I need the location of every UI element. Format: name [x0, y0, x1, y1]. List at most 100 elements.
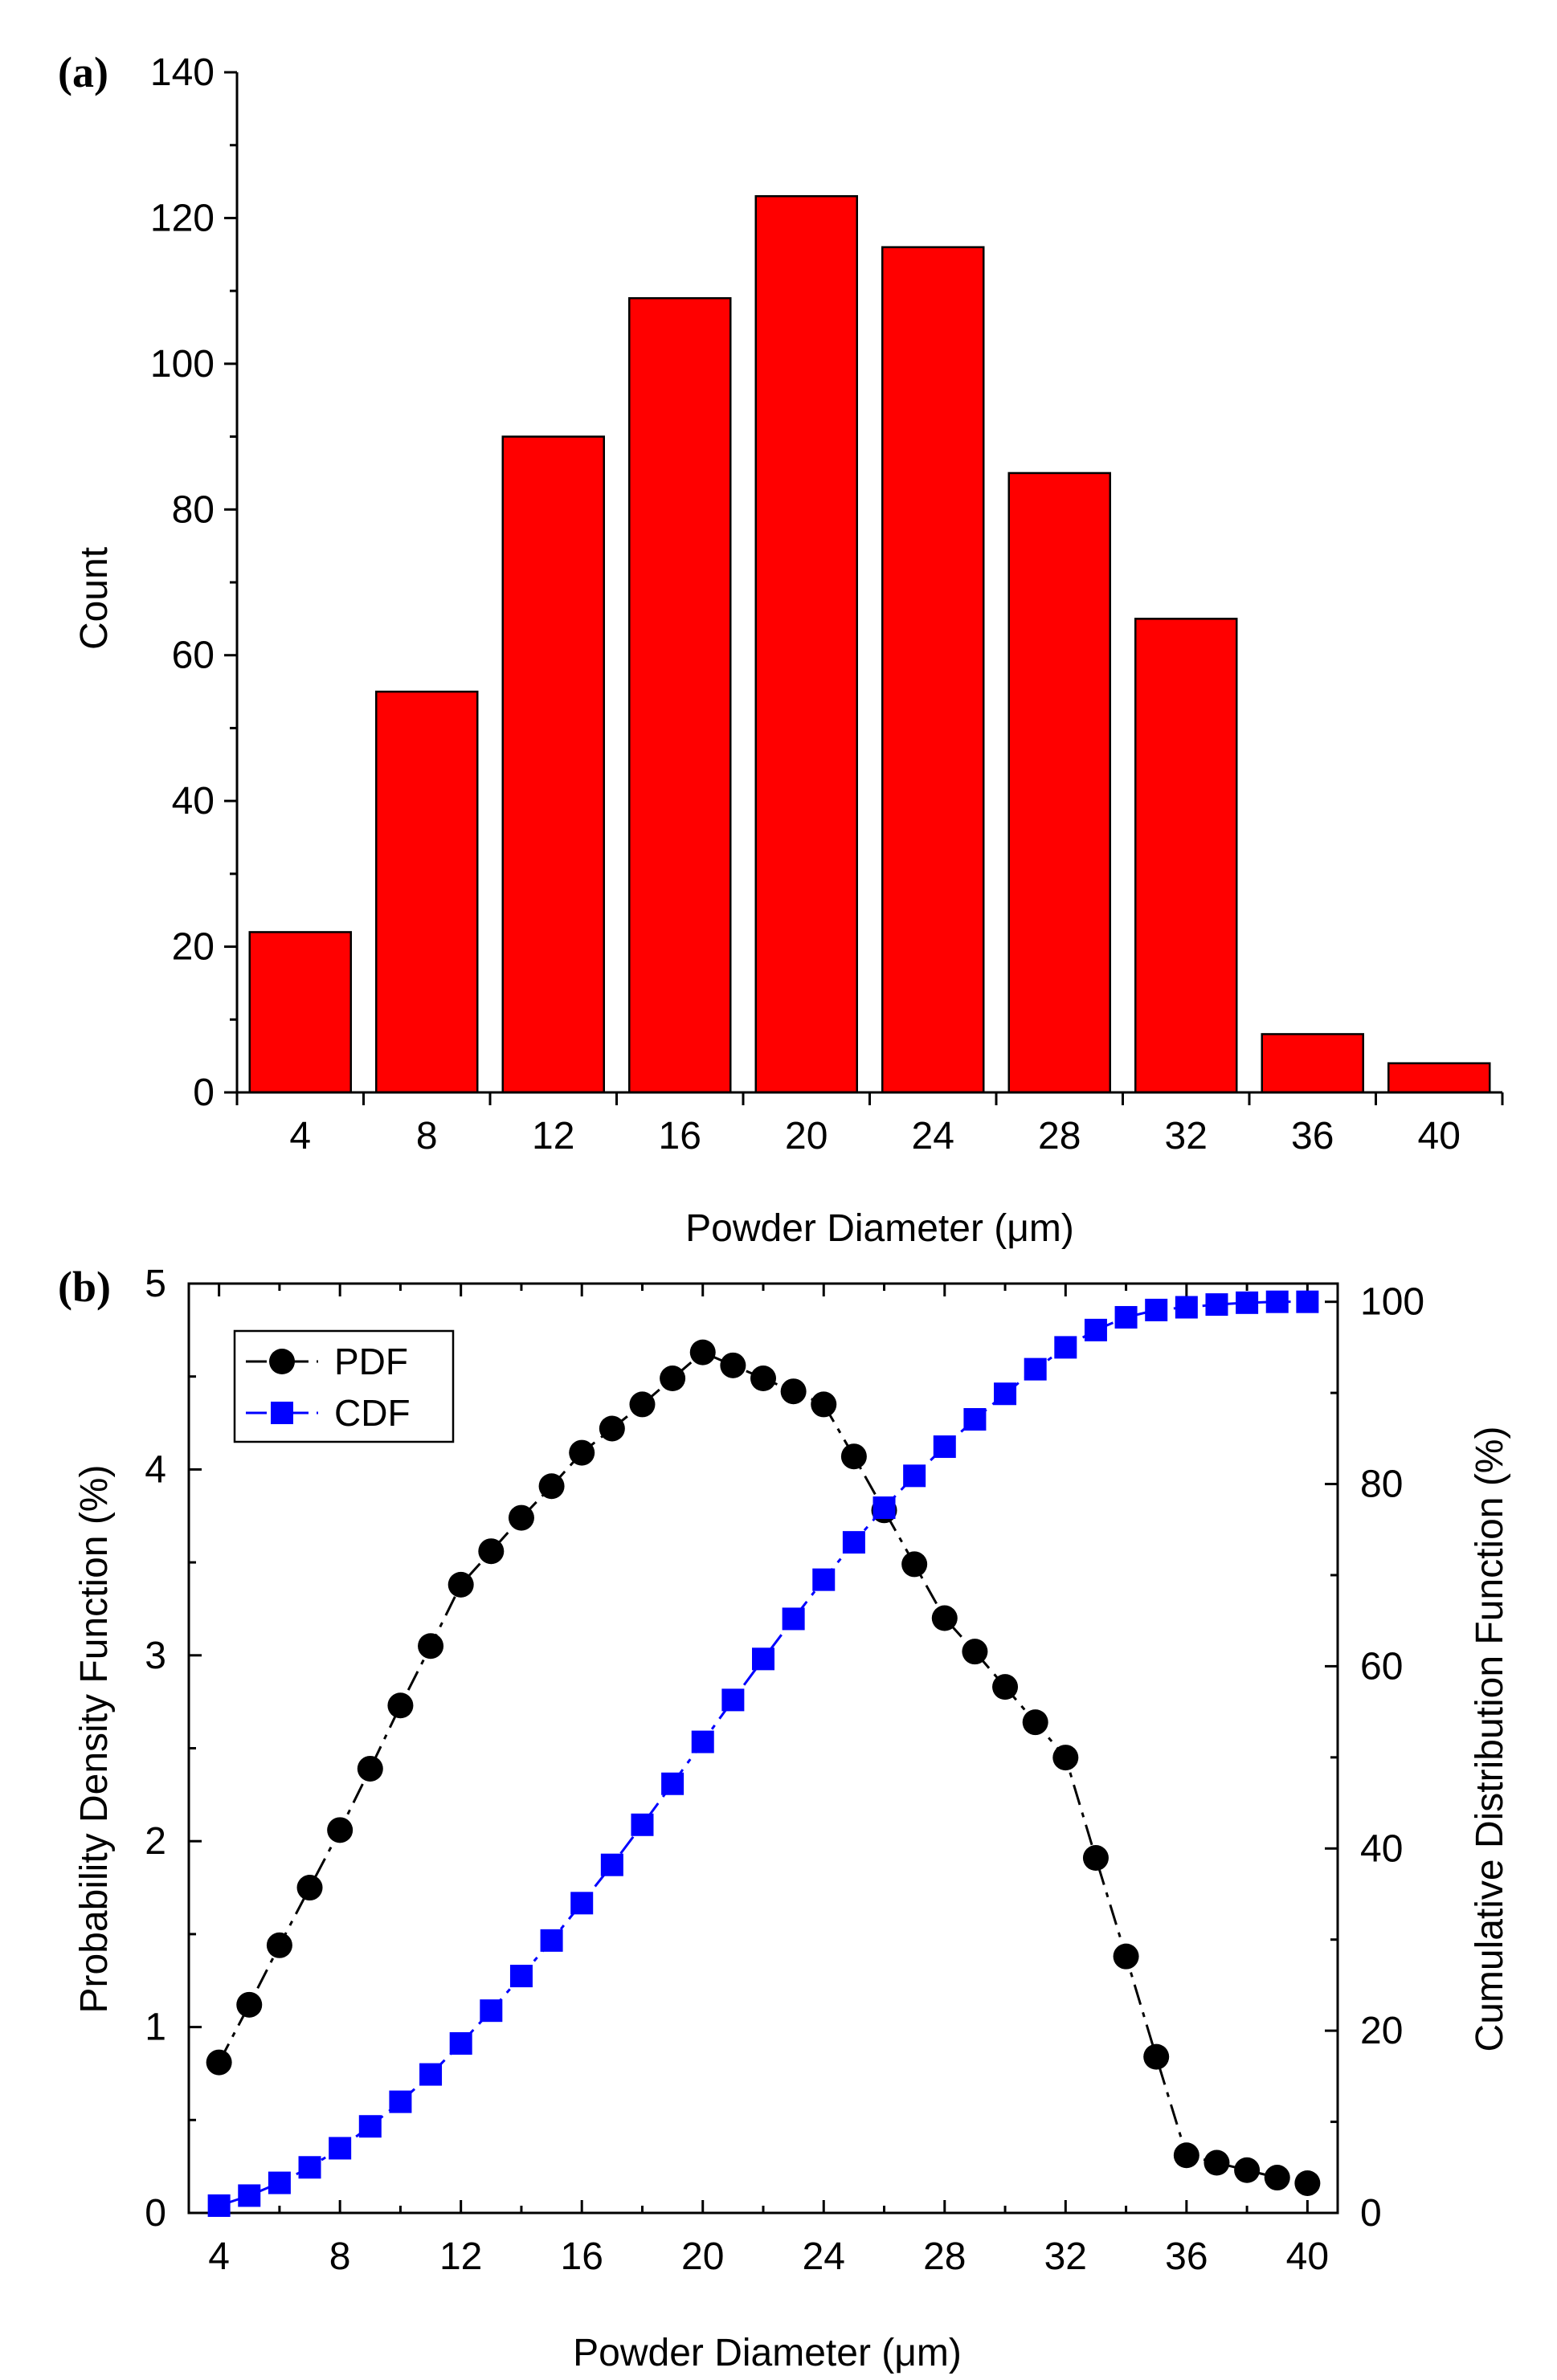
- cdf-point-25: [842, 1531, 865, 1554]
- b-left-tick-label-1: 1: [145, 2006, 166, 2049]
- b-left-tick-label-3: 3: [145, 1635, 166, 1677]
- cdf-point-8: [329, 2137, 352, 2160]
- pdf-point-15: [538, 1473, 565, 1500]
- cdf-point-24: [812, 1568, 836, 1591]
- panel-a-label: (a): [58, 48, 108, 96]
- b-right-tick-label-100: 100: [1360, 1281, 1424, 1324]
- cdf-point-27: [903, 1464, 926, 1488]
- bar-40: [1387, 1062, 1491, 1094]
- cdf-point-12: [449, 2032, 472, 2055]
- y-tick-label-100: 100: [150, 343, 215, 386]
- pdf-point-34: [1113, 1943, 1139, 1970]
- pdf-point-9: [357, 1755, 383, 1782]
- cdf-point-16: [570, 1892, 594, 1915]
- cdf-point-32: [1054, 1336, 1077, 1359]
- x-tick-label-40: 40: [1418, 1115, 1461, 1157]
- cdf-point-34: [1114, 1305, 1138, 1329]
- cdf-point-11: [419, 2063, 443, 2086]
- pdf-point-12: [447, 1571, 474, 1598]
- cdf-point-22: [752, 1647, 774, 1671]
- cdf-point-36: [1175, 1296, 1198, 1319]
- pdf-point-33: [1082, 1845, 1109, 1872]
- cdf-point-15: [540, 1929, 563, 1952]
- pdf-point-29: [962, 1639, 988, 1665]
- x-tick-label-16: 16: [659, 1115, 701, 1157]
- cdf-point-37: [1205, 1293, 1228, 1317]
- b-left-tick-label-0: 0: [145, 2192, 166, 2235]
- cdf-point-18: [631, 1813, 654, 1836]
- b-left-tick-label-2: 2: [145, 1820, 166, 1863]
- x-tick-label-36: 36: [1291, 1115, 1334, 1157]
- y-tick-label-140: 140: [150, 51, 215, 94]
- cdf-point-40: [1296, 1290, 1319, 1313]
- bar-8: [375, 690, 479, 1094]
- cdf-point-6: [268, 2171, 291, 2194]
- cdf-point-13: [480, 1999, 503, 2023]
- bar-12: [501, 435, 605, 1094]
- legend-marker-cdf: [271, 1402, 293, 1424]
- b-left-tick-label-4: 4: [145, 1448, 166, 1491]
- pdf-point-19: [660, 1366, 686, 1392]
- legend-label-cdf: CDF: [334, 1392, 411, 1434]
- cdf-point-10: [389, 2090, 412, 2113]
- pdf-point-5: [236, 1991, 263, 2018]
- series-cdf: [207, 1290, 1319, 2217]
- y-tick-label-20: 20: [172, 926, 215, 969]
- b-x-tick-label-24: 24: [803, 2235, 845, 2278]
- x-tick-label-28: 28: [1038, 1115, 1081, 1157]
- legend-marker-pdf: [269, 1349, 295, 1374]
- b-x-tick-label-12: 12: [439, 2235, 482, 2278]
- pdf-point-4: [206, 2049, 232, 2076]
- pdf-point-8: [327, 1817, 353, 1843]
- pdf-point-21: [720, 1352, 746, 1378]
- pdf-point-27: [901, 1551, 928, 1578]
- panel-a-y-axis-title: Count: [73, 547, 116, 650]
- series-pdf: [206, 1339, 1321, 2196]
- b-right-tick-label-80: 80: [1360, 1464, 1403, 1506]
- cdf-point-5: [238, 2184, 261, 2207]
- legend-label-pdf: PDF: [334, 1341, 408, 1382]
- pdf-point-18: [629, 1391, 656, 1418]
- b-x-tick-label-8: 8: [329, 2235, 351, 2278]
- b-x-tick-label-16: 16: [561, 2235, 603, 2278]
- cdf-point-38: [1236, 1291, 1259, 1314]
- b-right-tick-label-0: 0: [1360, 2192, 1382, 2235]
- b-x-tick-label-4: 4: [208, 2235, 230, 2278]
- panel-a-x-axis-title: Powder Diameter (μm): [685, 1207, 1074, 1250]
- b-right-tick-label-60: 60: [1360, 1645, 1403, 1688]
- cdf-point-9: [358, 2115, 382, 2138]
- pdf-point-20: [689, 1339, 716, 1366]
- cdf-point-28: [933, 1435, 956, 1459]
- cdf-point-30: [994, 1382, 1017, 1406]
- pdf-point-17: [599, 1415, 625, 1442]
- cdf-point-17: [600, 1853, 623, 1876]
- y-tick-label-120: 120: [150, 197, 215, 239]
- panel-b-left-axis-title: Probability Density Function (%): [73, 1465, 116, 2014]
- pdf-point-16: [569, 1439, 595, 1466]
- panel-b-pdf-cdf-chart: (b) Powder Diameter (μm) Probability Den…: [58, 1263, 1511, 2374]
- x-tick-label-12: 12: [532, 1115, 574, 1157]
- pdf-point-6: [266, 1932, 292, 1958]
- b-x-tick-label-28: 28: [923, 2235, 966, 2278]
- pdf-point-10: [387, 1692, 414, 1719]
- bar-20: [754, 194, 858, 1094]
- cdf-point-39: [1265, 1290, 1289, 1313]
- b-right-tick-label-20: 20: [1360, 2010, 1403, 2052]
- bar-36: [1261, 1033, 1364, 1094]
- panel-b-right-axis-title: Cumulative Distribution Function (%): [1469, 1427, 1511, 2052]
- b-x-tick-label-36: 36: [1165, 2235, 1208, 2278]
- bar-24: [881, 246, 985, 1094]
- panel-b-label: (b): [58, 1263, 111, 1311]
- cdf-point-14: [509, 1965, 533, 1988]
- pdf-point-14: [508, 1504, 534, 1531]
- pdf-point-31: [1022, 1709, 1048, 1736]
- y-tick-label-60: 60: [172, 635, 215, 677]
- x-tick-label-24: 24: [912, 1115, 954, 1157]
- y-tick-label-40: 40: [172, 780, 215, 823]
- x-tick-label-8: 8: [416, 1115, 438, 1157]
- cdf-point-7: [298, 2156, 321, 2179]
- cdf-point-26: [872, 1496, 896, 1520]
- pdf-point-25: [840, 1443, 867, 1470]
- cdf-point-33: [1084, 1318, 1107, 1341]
